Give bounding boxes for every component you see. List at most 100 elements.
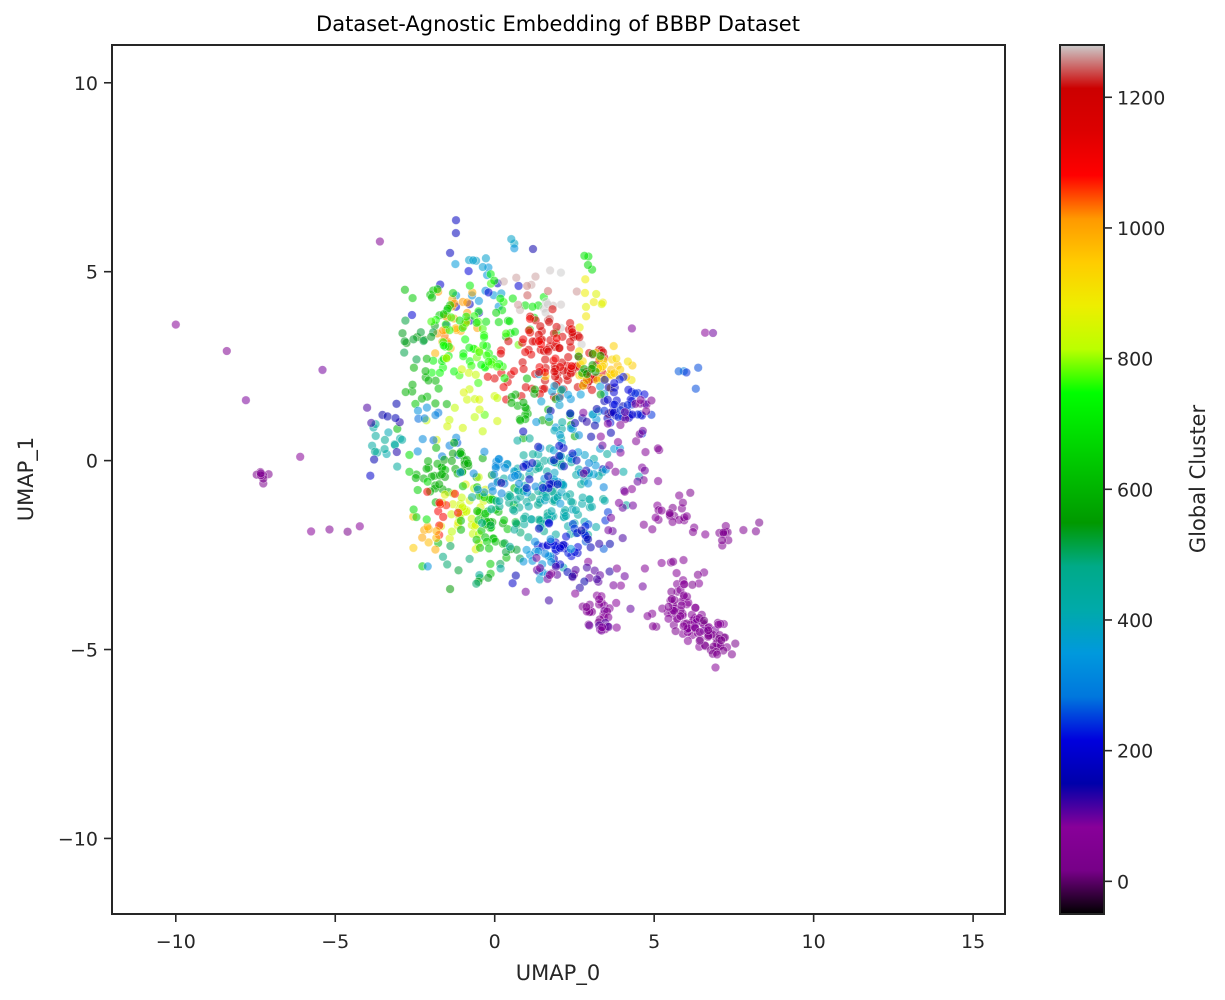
scatter-point	[438, 512, 448, 522]
colorbar-frame	[1059, 44, 1105, 915]
scatter-point	[580, 288, 590, 298]
scatter-point	[547, 304, 558, 314]
scatter-point	[545, 265, 555, 276]
scatter-point	[611, 598, 621, 608]
scatter-point	[571, 455, 582, 466]
scatter-point	[576, 525, 587, 536]
scatter-point	[549, 381, 560, 391]
scatter-point	[556, 300, 566, 310]
scatter-point	[647, 524, 657, 534]
scatter-point	[618, 467, 629, 477]
scatter-point	[676, 600, 687, 611]
scatter-point	[426, 317, 437, 327]
scatter-point	[571, 505, 581, 515]
x-tick-label: 15	[961, 931, 985, 953]
scatter-point	[383, 427, 394, 438]
scatter-point	[510, 327, 520, 337]
scatter-point	[526, 514, 537, 524]
scatter-point	[700, 328, 710, 338]
scatter-point	[409, 363, 419, 373]
scatter-point	[524, 474, 535, 484]
scatter-point	[613, 437, 623, 447]
scatter-point	[635, 395, 646, 405]
scatter-point	[481, 253, 491, 263]
scatter-point	[640, 447, 651, 457]
plot-frame	[111, 44, 1006, 915]
scatter-point	[555, 543, 565, 553]
scatter-point	[499, 276, 509, 287]
scatter-point	[397, 328, 408, 338]
scatter-point	[484, 543, 494, 554]
scatter-point	[421, 366, 431, 376]
scatter-point	[317, 365, 328, 375]
scatter-point	[554, 393, 565, 403]
scatter-point	[426, 332, 436, 342]
scatter-point	[431, 526, 442, 536]
scatter-point	[605, 539, 615, 549]
scatter-point	[528, 244, 538, 254]
scatter-point	[324, 524, 335, 535]
scatter-point	[508, 293, 518, 304]
scatter-point	[397, 435, 407, 445]
scatter-point	[583, 534, 593, 544]
scatter-point	[437, 469, 447, 479]
scatter-point	[524, 501, 534, 512]
scatter-point	[427, 292, 437, 303]
scatter-point	[534, 336, 544, 346]
scatter-point	[512, 436, 523, 446]
scatter-point	[497, 488, 507, 499]
scatter-point	[578, 408, 588, 418]
scatter-point	[411, 354, 422, 365]
scatter-point	[670, 626, 681, 636]
scatter-point	[604, 460, 614, 470]
scatter-point	[494, 496, 504, 506]
scatter-point	[295, 452, 305, 462]
scatter-point	[455, 448, 465, 458]
colorbar-tick-label: 200	[1117, 741, 1153, 763]
scatter-point	[495, 294, 506, 304]
scatter-point	[432, 459, 443, 469]
scatter-point	[473, 484, 483, 495]
scatter-point	[467, 492, 477, 502]
scatter-point	[642, 611, 653, 621]
scatter-point	[481, 317, 491, 327]
scatter-point	[716, 635, 726, 645]
scatter-point	[521, 382, 531, 392]
scatter-point	[413, 485, 423, 495]
scatter-point	[422, 354, 432, 364]
scatter-point	[599, 482, 609, 492]
scatter-point	[653, 476, 663, 486]
scatter-point	[370, 447, 380, 457]
scatter-point	[582, 417, 592, 427]
scatter-point	[623, 385, 634, 395]
scatter-point	[392, 447, 402, 457]
scatter-point	[656, 505, 667, 516]
scatter-point	[241, 395, 251, 405]
scatter-point	[430, 398, 441, 409]
scatter-point	[400, 336, 410, 346]
scatter-point	[475, 405, 485, 415]
scatter-point	[450, 489, 460, 499]
scatter-point	[576, 389, 586, 400]
scatter-point	[632, 477, 643, 487]
scatter-point	[554, 451, 564, 461]
scatter-point	[472, 535, 482, 545]
scatter-point	[530, 537, 540, 547]
scatter-point	[450, 259, 461, 269]
scatter-point	[401, 387, 411, 397]
scatter-point	[609, 399, 620, 410]
scatter-point	[428, 435, 439, 445]
scatter-point	[668, 557, 678, 567]
scatter-point	[424, 537, 434, 548]
scatter-point	[441, 353, 452, 363]
scatter-point	[475, 543, 485, 553]
scatter-point	[400, 316, 411, 326]
scatter-point	[518, 426, 528, 437]
scatter-point	[727, 649, 737, 659]
scatter-point	[449, 366, 459, 377]
scatter-point	[586, 432, 596, 442]
scatter-point	[423, 477, 433, 487]
scatter-point	[688, 527, 698, 537]
scatter-point	[566, 361, 577, 371]
scatter-point	[513, 300, 523, 310]
